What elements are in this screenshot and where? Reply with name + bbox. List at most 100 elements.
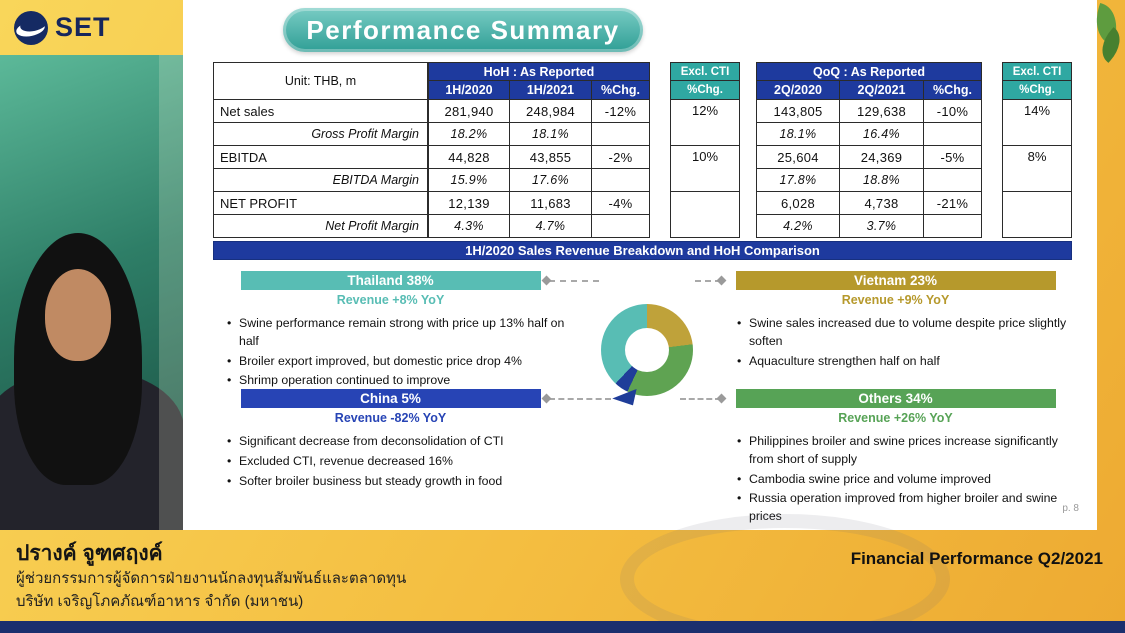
cell-value: 6,028 xyxy=(756,192,840,215)
cell-value: 143,805 xyxy=(756,100,840,123)
cell-value: 18.1% xyxy=(756,123,840,146)
cell-value xyxy=(924,123,982,146)
hoh-subheader: 1H/2021 xyxy=(510,81,592,100)
cell-value: 4,738 xyxy=(840,192,924,215)
row-label: EBITDA Margin xyxy=(213,169,428,192)
cell-value: 25,604 xyxy=(756,146,840,169)
cell-value xyxy=(592,123,650,146)
cell-value: 17.6% xyxy=(510,169,592,192)
excl-cti-value-left: 12% xyxy=(670,100,740,146)
breakdown-banner: 1H/2020 Sales Revenue Breakdown and HoH … xyxy=(213,241,1072,260)
region-revenue-thailand: Revenue +8% YoY xyxy=(336,293,445,307)
region-banner-thailand: Thailand 38% xyxy=(240,271,541,290)
qoq-subheader: 2Q/2020 xyxy=(756,81,840,100)
bullet-point: Aquaculture strengthen half on half xyxy=(735,353,1068,371)
row-label: NET PROFIT xyxy=(213,192,428,215)
row-label: Net sales xyxy=(213,100,428,123)
bullet-point: Cambodia swine price and volume improved xyxy=(735,471,1068,489)
cell-value: 18.8% xyxy=(840,169,924,192)
cell-value: 18.2% xyxy=(428,123,510,146)
cell-value: 281,940 xyxy=(428,100,510,123)
excl-cti-header-left: Excl. CTI xyxy=(670,62,740,81)
connector-china xyxy=(549,398,611,400)
bullet-point: Swine sales increased due to volume desp… xyxy=(735,315,1068,351)
excl-cti-subheader-right: %Chg. xyxy=(1002,81,1072,100)
region-banner-others: Others 34% xyxy=(735,389,1056,408)
cell-value xyxy=(924,215,982,238)
excl-cti-subheader-left: %Chg. xyxy=(670,81,740,100)
cell-value: 44,828 xyxy=(428,146,510,169)
region-banner-vietnam: Vietnam 23% xyxy=(735,271,1056,290)
cell-value: 43,855 xyxy=(510,146,592,169)
connector-thailand xyxy=(549,280,599,282)
bullet-point: Broiler export improved, but domestic pr… xyxy=(225,353,568,371)
excl-cti-value-right: 8% xyxy=(1002,146,1072,192)
region-vietnam: Vietnam 23% Revenue +9% YoY Swine sales … xyxy=(723,271,1068,372)
presentation-slide: Performance Summary Unit: THB, m HoH : As… xyxy=(183,0,1097,530)
region-revenue-china: Revenue -82% YoY xyxy=(334,411,447,425)
region-thailand: Thailand 38% Revenue +8% YoY Swine perfo… xyxy=(213,271,568,392)
cell-value: 15.9% xyxy=(428,169,510,192)
cell-value: -12% xyxy=(592,100,650,123)
row-label: Gross Profit Margin xyxy=(213,123,428,146)
bullet-point: Swine performance remain strong with pri… xyxy=(225,315,568,351)
hoh-subheader: 1H/2020 xyxy=(428,81,510,100)
row-label: EBITDA xyxy=(213,146,428,169)
excl-cti-value-left xyxy=(670,192,740,238)
hoh-group-header: HoH : As Reported xyxy=(428,62,650,81)
cell-value: 12,139 xyxy=(428,192,510,215)
donut-chart xyxy=(601,304,693,396)
presenter-face xyxy=(45,269,111,361)
page-number: p. 8 xyxy=(1062,503,1079,514)
bullet-point: Softer broiler business but steady growt… xyxy=(225,473,568,491)
cell-value: 24,369 xyxy=(840,146,924,169)
row-label: Net Profit Margin xyxy=(213,215,428,238)
presentation-title: Financial Performance Q2/2021 xyxy=(850,549,1103,568)
bullet-point: Excluded CTI, revenue decreased 16% xyxy=(225,453,568,471)
cell-value xyxy=(592,215,650,238)
cell-value: 129,638 xyxy=(840,100,924,123)
connector-vietnam xyxy=(695,280,721,282)
cell-value: 4.3% xyxy=(428,215,510,238)
presenter-name: ปรางค์ จูฑศฤงค์ xyxy=(16,542,163,565)
cell-value: -10% xyxy=(924,100,982,123)
hoh-subheader: %Chg. xyxy=(592,81,650,100)
region-bullets-vietnam: Swine sales increased due to volume desp… xyxy=(723,315,1068,370)
cell-value: -21% xyxy=(924,192,982,215)
set-logo-text: SET xyxy=(55,12,111,42)
cell-value: -4% xyxy=(592,192,650,215)
presenter-role: ผู้ช่วยกรรมการผู้จัดการฝ่ายงานนักลงทุนสั… xyxy=(16,570,407,587)
region-banner-china: China 5% xyxy=(240,389,541,408)
excl-cti-header-right: Excl. CTI xyxy=(1002,62,1072,81)
cell-value: 4.7% xyxy=(510,215,592,238)
region-others: Others 34% Revenue +26% YoY Philippines … xyxy=(723,389,1068,528)
cell-value: -2% xyxy=(592,146,650,169)
set-logo-icon xyxy=(14,10,48,45)
cell-value: 11,683 xyxy=(510,192,592,215)
table-unit-label: Unit: THB, m xyxy=(213,62,428,100)
region-bullets-others: Philippines broiler and swine prices inc… xyxy=(723,433,1068,526)
excl-cti-value-left: 10% xyxy=(670,146,740,192)
cell-value xyxy=(592,169,650,192)
cell-value: -5% xyxy=(924,146,982,169)
region-bullets-thailand: Swine performance remain strong with pri… xyxy=(213,315,568,390)
set-logo: SET xyxy=(0,0,183,55)
qoq-subheader: %Chg. xyxy=(924,81,982,100)
slide-title: Performance Summary xyxy=(283,8,643,52)
qoq-subheader: 2Q/2021 xyxy=(840,81,924,100)
cell-value: 4.2% xyxy=(756,215,840,238)
bottom-bar xyxy=(0,621,1125,633)
excl-cti-value-right: 14% xyxy=(1002,100,1072,146)
region-revenue-vietnam: Revenue +9% YoY xyxy=(841,293,950,307)
cell-value: 248,984 xyxy=(510,100,592,123)
excl-cti-value-right xyxy=(1002,192,1072,238)
cell-value: 17.8% xyxy=(756,169,840,192)
cell-value: 3.7% xyxy=(840,215,924,238)
cell-value xyxy=(924,169,982,192)
performance-table: Unit: THB, m HoH : As Reported Excl. CTI Qo… xyxy=(213,62,1072,238)
footer-decoration xyxy=(620,514,950,633)
presenter-video xyxy=(0,55,183,530)
region-bullets-china: Significant decrease from deconsolidatio… xyxy=(213,433,568,490)
cell-value: 16.4% xyxy=(840,123,924,146)
